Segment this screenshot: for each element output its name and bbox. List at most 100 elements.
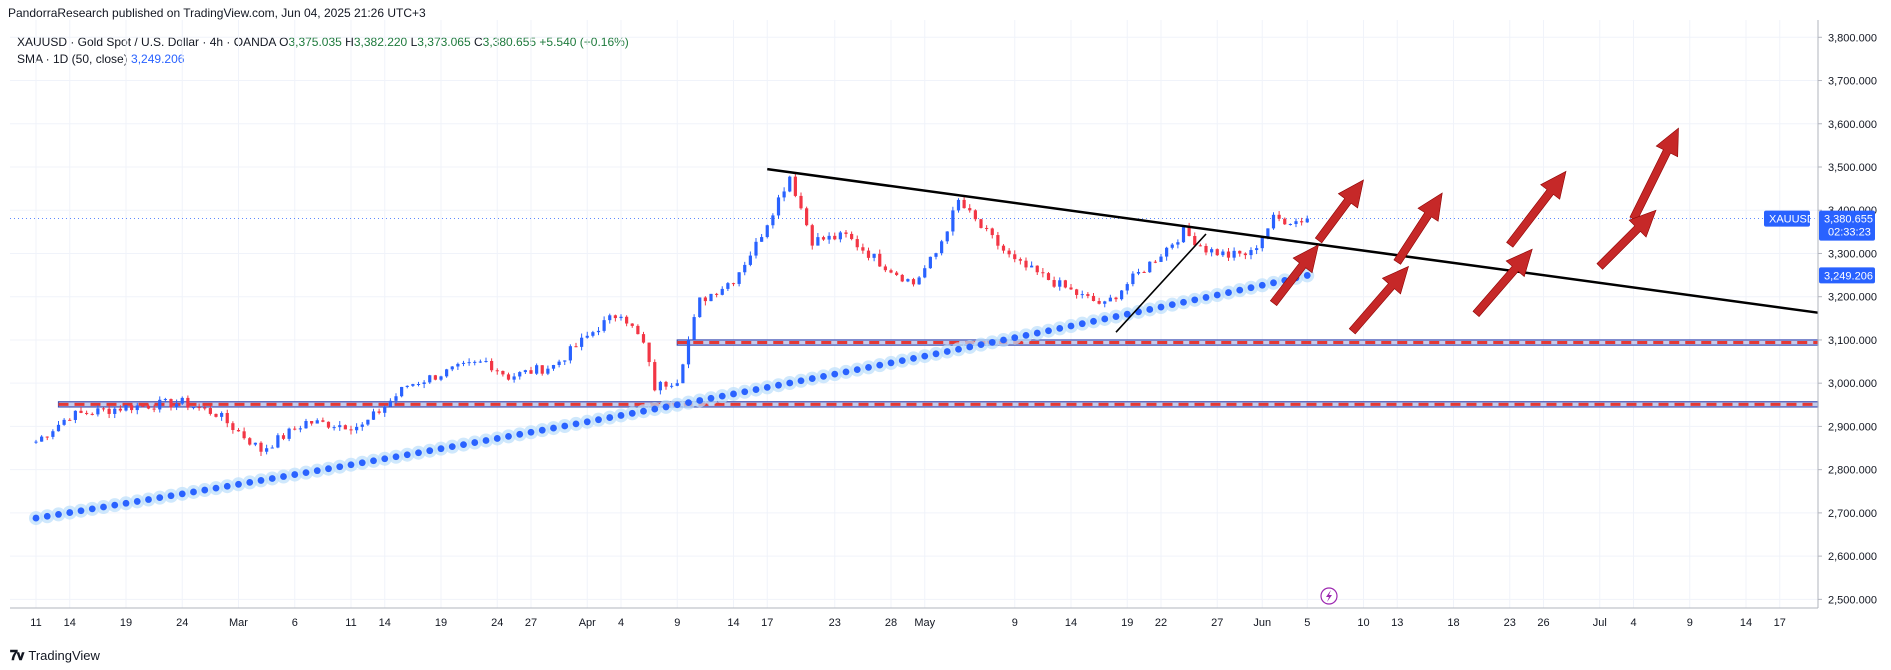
sma-point [707,394,715,402]
x-tick-label: 17 [1774,617,1786,629]
sma-point [628,409,636,417]
sma-point [1157,303,1165,311]
x-tick-label: 19 [1121,617,1133,629]
sma-point [955,345,962,353]
sma-point [302,469,310,477]
sma-row: SMA · 1D (50, close) 3,249.206 [17,51,629,68]
candle-body [1013,254,1017,260]
sma-point [898,357,906,365]
candle-body [518,372,522,377]
price-axis[interactable]: 3,800.0003,700.0003,600.0003,500.0003,40… [1818,32,1877,606]
sma-point [673,401,681,409]
candle-body [731,283,736,285]
sma-point [190,488,197,496]
candle-body [940,241,944,254]
close-label: C [474,35,483,49]
sma-point [257,477,265,484]
time-axis[interactable]: 11 14 19 24 Mar 6 11 14 19 24 27 Apr 4 9 14 17 23 28 May 9 1… [30,617,1786,629]
candle-body [1086,294,1090,296]
candle-body [743,264,747,273]
sma-point [246,478,254,486]
high-label: H [345,35,354,49]
sma-point [808,375,816,382]
sma-point [583,418,591,426]
candle-body [220,412,224,417]
x-tick-label: 6 [292,617,298,629]
candle-body [670,385,674,387]
sma-line [29,268,1315,526]
x-tick-label: 17 [761,617,773,629]
candle-body [141,405,145,407]
x-tick-label: 10 [1357,617,1369,629]
candle-body [45,436,49,438]
sma-point [820,372,827,380]
x-tick-label: 24 [176,617,188,629]
candle-body [737,272,741,284]
candle-body [394,396,398,401]
candle-body [883,266,887,271]
candle-body [1255,248,1259,251]
x-tick-label: Jun [1253,617,1271,629]
candle-body [163,399,167,401]
candle-body [1120,290,1124,300]
sma-point [43,512,51,520]
sma-point [718,392,726,400]
candle-body [118,408,122,411]
candle-body [1260,237,1264,249]
price-tag-symbol-bg [1764,210,1810,227]
sma-point [100,503,107,511]
candle-body [73,410,77,420]
candle-body [585,335,589,338]
x-tick-label: 19 [435,617,447,629]
sma-point [212,484,220,492]
candle-body [1181,227,1186,243]
candle-body [681,364,685,384]
sma-point [1123,310,1131,318]
candle-body [321,420,325,422]
candle-body [641,334,646,343]
candle-body [973,210,977,220]
price-tag-countdown: 02:33:23 [1828,227,1871,239]
symbol-label[interactable]: XAUUSD · Gold Spot / U.S. Dollar · 4h · … [17,35,276,49]
sma-point [1236,286,1244,294]
candle-body [68,419,72,421]
candle-body [653,362,657,391]
sma-point [561,422,569,430]
candle-body [456,363,460,367]
sma-point [122,499,130,507]
sma-point [167,492,175,500]
candle-body [169,399,173,408]
x-tick-label: Apr [579,617,596,629]
candle-body [130,405,134,411]
sma-point [1213,291,1221,299]
candle-body [816,237,820,246]
x-tick-label: 4 [618,617,624,629]
descending-trendline [767,167,1819,314]
candle-body [1131,273,1135,285]
candle-body [270,447,274,449]
y-tick-label: 3,600.000 [1828,119,1877,131]
candle-body [1165,247,1169,257]
sma-point [865,364,872,371]
candle-body [478,361,482,363]
candle-body [1294,221,1298,224]
candle-body [793,176,797,196]
candle-body [844,232,848,234]
candle-body [889,270,893,273]
candle-body [771,215,775,226]
candle-body [1277,214,1281,219]
sma-point [1011,334,1019,342]
sma-point [66,509,74,516]
candle-body [242,431,246,439]
candle-body [1069,287,1073,290]
y-tick-label: 3,700.000 [1828,76,1877,88]
candle-body [625,316,629,324]
tradingview-logo[interactable]: 𝟕𝐯 TradingView [10,647,100,664]
x-tick-label: 27 [525,617,537,629]
candle-body [1007,250,1011,255]
lightning-icon[interactable] [1320,587,1338,605]
sma-label[interactable]: SMA · 1D (50, close) [17,52,128,66]
candle-body [315,420,319,424]
sma-point [1270,279,1277,287]
